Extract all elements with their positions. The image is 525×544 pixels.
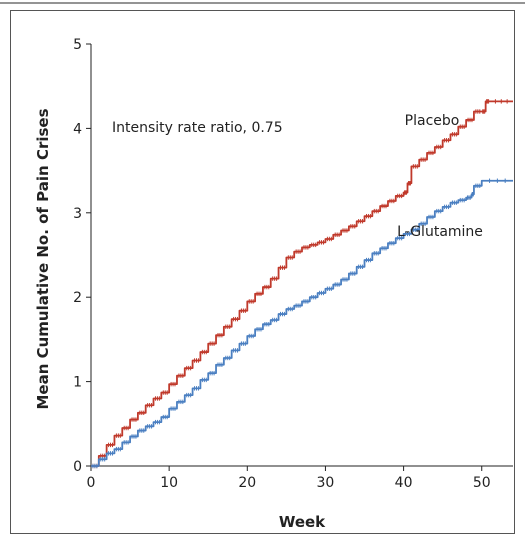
x-tick-label: 30 bbox=[317, 475, 335, 491]
x-axis-title: Week bbox=[279, 513, 326, 531]
y-tick-label: 1 bbox=[73, 375, 82, 391]
series-marks-placebo bbox=[92, 99, 508, 469]
figure-border bbox=[10, 10, 515, 534]
x-tick-label: 20 bbox=[238, 475, 256, 491]
series-label-l-glutamine: L-Glutamine bbox=[397, 224, 483, 240]
y-tick-label: 3 bbox=[73, 206, 82, 222]
y-tick-label: 4 bbox=[73, 121, 82, 137]
series-line-l-glutamine bbox=[91, 179, 513, 467]
series-line-placebo bbox=[91, 100, 513, 467]
y-tick-label: 2 bbox=[73, 290, 82, 306]
y-axis-title: Mean Cumulative No. of Pain Crises bbox=[34, 108, 52, 409]
series-marks-l-glutamine bbox=[92, 178, 506, 469]
x-tick-label: 0 bbox=[87, 475, 96, 491]
y-tick-label: 0 bbox=[73, 459, 82, 475]
y-tick-label: 5 bbox=[73, 37, 82, 53]
x-tick-label: 40 bbox=[395, 475, 413, 491]
series-label-placebo: Placebo bbox=[405, 113, 460, 129]
x-tick-label: 50 bbox=[473, 475, 491, 491]
rate-ratio-annotation: Intensity rate ratio, 0.75 bbox=[112, 120, 283, 136]
x-tick-label: 10 bbox=[160, 475, 178, 491]
